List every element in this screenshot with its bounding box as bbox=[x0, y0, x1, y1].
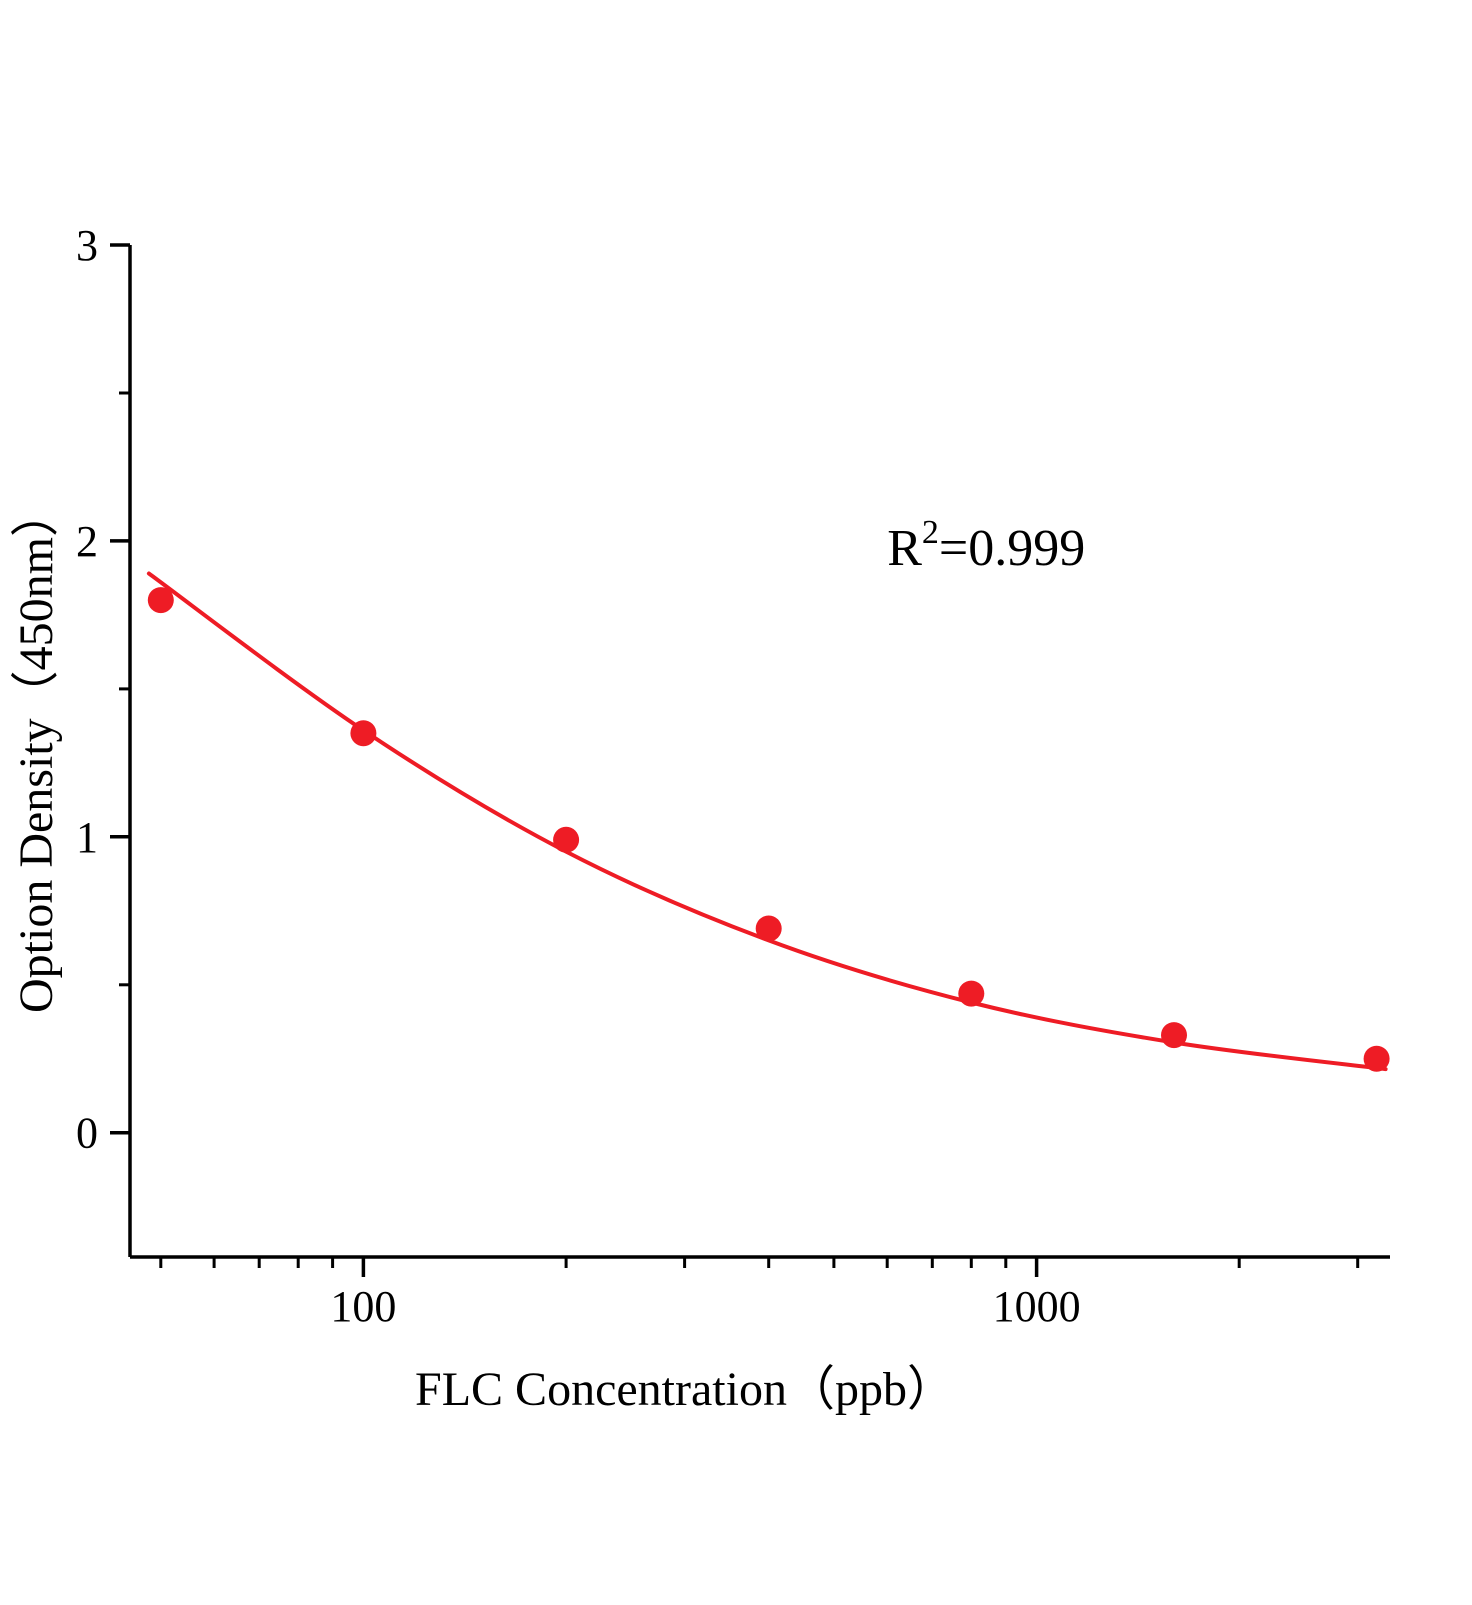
data-point bbox=[147, 587, 174, 614]
y-tick-label: 0 bbox=[76, 1109, 98, 1158]
data-point bbox=[553, 826, 580, 853]
data-point bbox=[1363, 1045, 1390, 1072]
x-tick-label: 100 bbox=[330, 1282, 396, 1331]
y-tick-label: 2 bbox=[76, 517, 98, 566]
data-point bbox=[755, 915, 782, 942]
plot-area: 100 1000 0 1 2 3 R2=0.999 bbox=[76, 221, 1390, 1331]
y-tick-label: 3 bbox=[76, 221, 98, 270]
y-tick-label: 1 bbox=[76, 813, 98, 862]
y-axis-label: Option Density（450nm） bbox=[10, 489, 63, 1013]
data-point bbox=[958, 980, 985, 1007]
annotation-r-squared: R2=0.999 bbox=[887, 514, 1085, 577]
fit-curve bbox=[146, 571, 1388, 1072]
data-point bbox=[1161, 1022, 1187, 1049]
data-point bbox=[350, 720, 377, 747]
x-tick-label: 1000 bbox=[993, 1282, 1081, 1331]
x-axis-label: FLC Concentration（ppb） bbox=[415, 1363, 955, 1416]
